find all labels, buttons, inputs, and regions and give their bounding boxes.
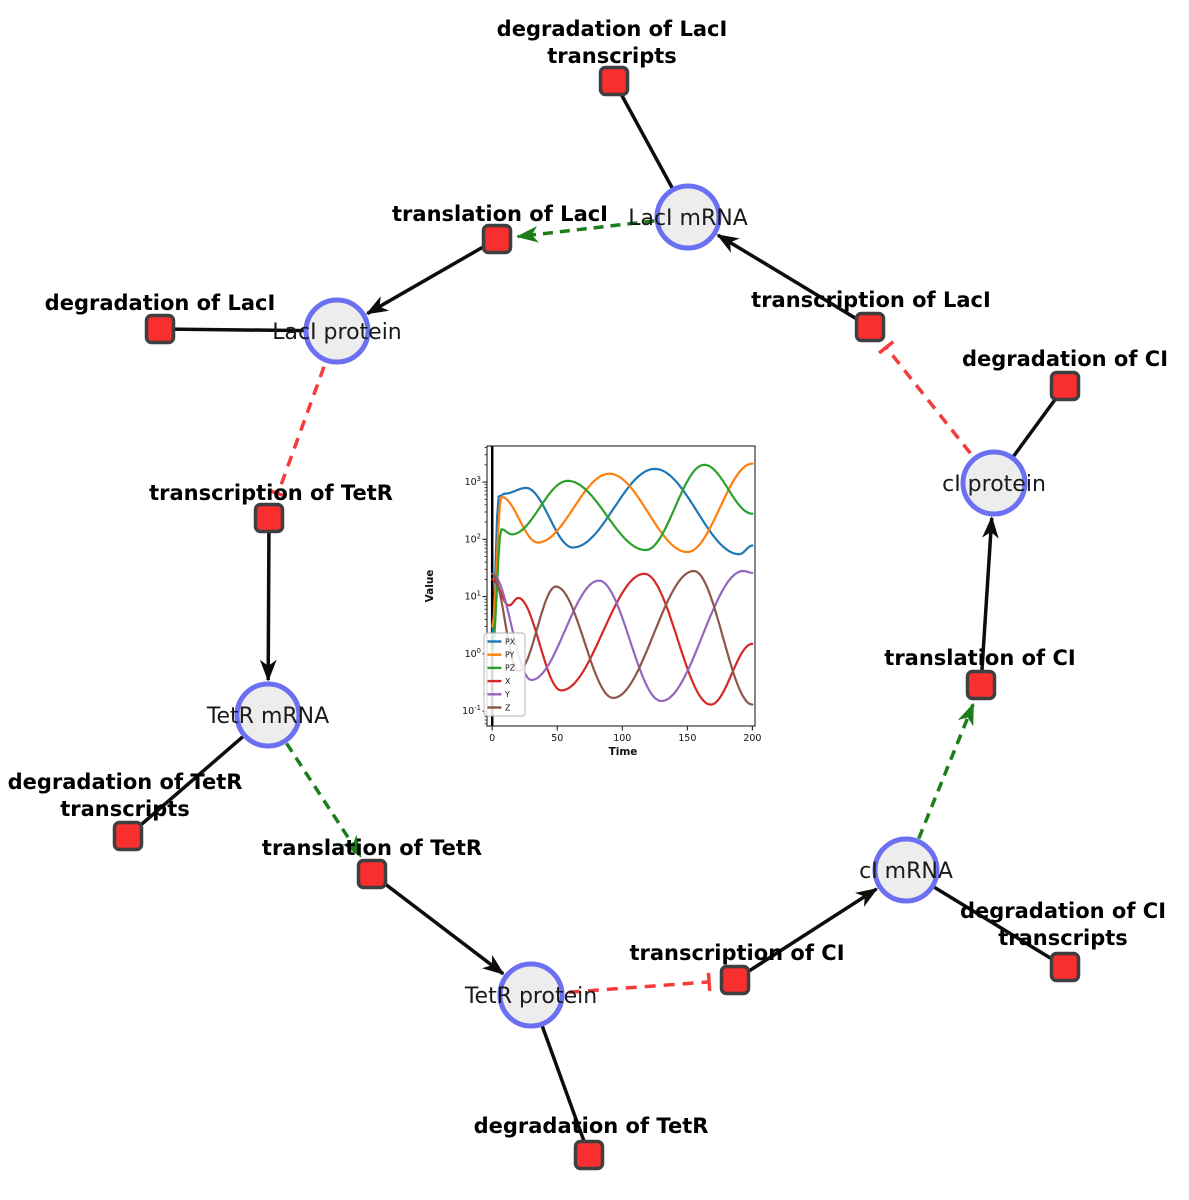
chart-series-PZ [491, 463, 754, 656]
reaction-label-deg-ci: degradation of CI [962, 347, 1168, 371]
reaction-node-translation-tetr[interactable] [356, 858, 388, 890]
reaction-label-deg-tetr: degradation of TetR [474, 1114, 709, 1138]
edge-tetr-mrna-translation-tetr [266, 714, 362, 858]
reaction-label-deg-laci-transcripts-line1: degradation of LacI [497, 17, 728, 41]
chart-series-Y [491, 569, 754, 703]
chart-x-tick-label: 0 [489, 733, 495, 744]
species-label-laci-mrna: LacI mRNA [628, 206, 748, 231]
species-label-tetr-protein: TetR protein [464, 984, 597, 1009]
reaction-node-deg-tetr[interactable] [573, 1139, 605, 1171]
legend-label-PZ: PZ [505, 664, 515, 673]
reaction-node-deg-laci[interactable] [144, 313, 176, 345]
edge-transcription-ci-ci-mrna [734, 887, 879, 982]
edge-transcription-tetr-tetr-mrna [259, 517, 277, 682]
inhibition-tee-icon [268, 488, 287, 499]
species-label-tetr-mrna: TetR mRNA [206, 704, 329, 729]
reaction-label-deg-tetr-transcripts-line2: transcripts [60, 797, 190, 821]
chart-series-PY [491, 462, 754, 628]
chart-x-tick-label: 200 [743, 733, 761, 744]
species-label-laci-protein: LacI protein [272, 320, 402, 345]
reaction-node-deg-tetr-transcripts[interactable] [112, 820, 144, 852]
species-node-laci-protein[interactable] [303, 297, 371, 365]
chart-y-tick-label: 101 [465, 590, 481, 603]
edge-ci-mrna-translation-ci [904, 702, 975, 871]
chart-x-tick-label: 150 [678, 733, 696, 744]
reaction-label-translation-tetr: translation of TetR [262, 836, 482, 860]
chart-legend: PX PY PZ XYZ [483, 632, 526, 717]
chart-x-tick-label: 50 [551, 733, 563, 744]
species-node-laci-mrna[interactable] [654, 183, 722, 251]
chart-frame [486, 445, 756, 727]
reaction-node-transcription-laci[interactable] [854, 311, 886, 343]
reaction-node-deg-ci-transcripts[interactable] [1049, 951, 1081, 983]
chart-y-tick-label: 100 [465, 647, 481, 660]
species-label-ci-mrna: cI mRNA [859, 859, 953, 884]
inset-chart: 0 50 100 150 20010-1100101102103TimeValuePXP… [424, 445, 761, 758]
reaction-label-translation-laci: translation of LacI [392, 202, 608, 226]
chart-xlabel: Time [609, 746, 638, 758]
edge-transcription-laci-laci-mrna [716, 233, 871, 329]
chart-series-Z [491, 569, 754, 706]
edge-translation-laci-laci-protein [365, 237, 498, 316]
legend-label-Y: Y [504, 690, 510, 699]
reaction-node-translation-ci[interactable] [965, 669, 997, 701]
chart-y-tick-label: 102 [465, 532, 481, 545]
reaction-label-translation-ci: translation of CI [884, 646, 1075, 670]
inhibition-tee-icon [706, 972, 712, 992]
species-node-ci-mrna[interactable] [872, 836, 940, 904]
reaction-node-deg-laci-transcripts[interactable] [598, 65, 630, 97]
inhibition-tee-icon [878, 340, 895, 355]
chart-x-tick-label: 100 [613, 733, 631, 744]
reaction-label-transcription-laci: transcription of LacI [751, 288, 991, 312]
legend-label-Z: Z [505, 703, 510, 712]
reaction-label-transcription-tetr: transcription of TetR [149, 481, 393, 505]
reaction-node-deg-ci[interactable] [1049, 370, 1081, 402]
edge-translation-tetr-tetr-protein [370, 872, 505, 976]
species-label-ci-protein: cI protein [942, 472, 1046, 497]
edge-laci-mrna-translation-laci [516, 215, 689, 243]
reaction-label-deg-laci: degradation of LacI [45, 291, 276, 315]
legend-label-PY: PY [505, 651, 515, 660]
reaction-node-translation-laci[interactable] [481, 223, 513, 255]
species-node-ci-protein[interactable] [960, 449, 1028, 517]
reaction-label-deg-laci-transcripts-line2: transcripts [547, 44, 677, 68]
chart-ylabel: Value [424, 570, 436, 603]
legend-label-PX: PX [505, 637, 516, 646]
chart-y-tick-label: 103 [465, 475, 481, 488]
legend-label-X: X [505, 677, 511, 686]
species-node-tetr-mrna[interactable] [234, 681, 302, 749]
reaction-label-deg-ci-transcripts-line1: degradation of CI [960, 899, 1166, 923]
reaction-label-transcription-ci: transcription of CI [629, 941, 844, 965]
reaction-label-deg-ci-transcripts-line2: transcripts [998, 926, 1128, 950]
edge-translation-ci-ci-protein [979, 516, 999, 686]
chart-series-X [491, 572, 754, 706]
reaction-node-transcription-tetr[interactable] [253, 502, 285, 534]
reaction-label-deg-tetr-transcripts-line1: degradation of TetR [8, 770, 243, 794]
reaction-node-transcription-ci[interactable] [719, 964, 751, 996]
species-node-tetr-protein[interactable] [497, 961, 565, 1029]
chart-y-tick-label: 10-1 [462, 704, 481, 717]
